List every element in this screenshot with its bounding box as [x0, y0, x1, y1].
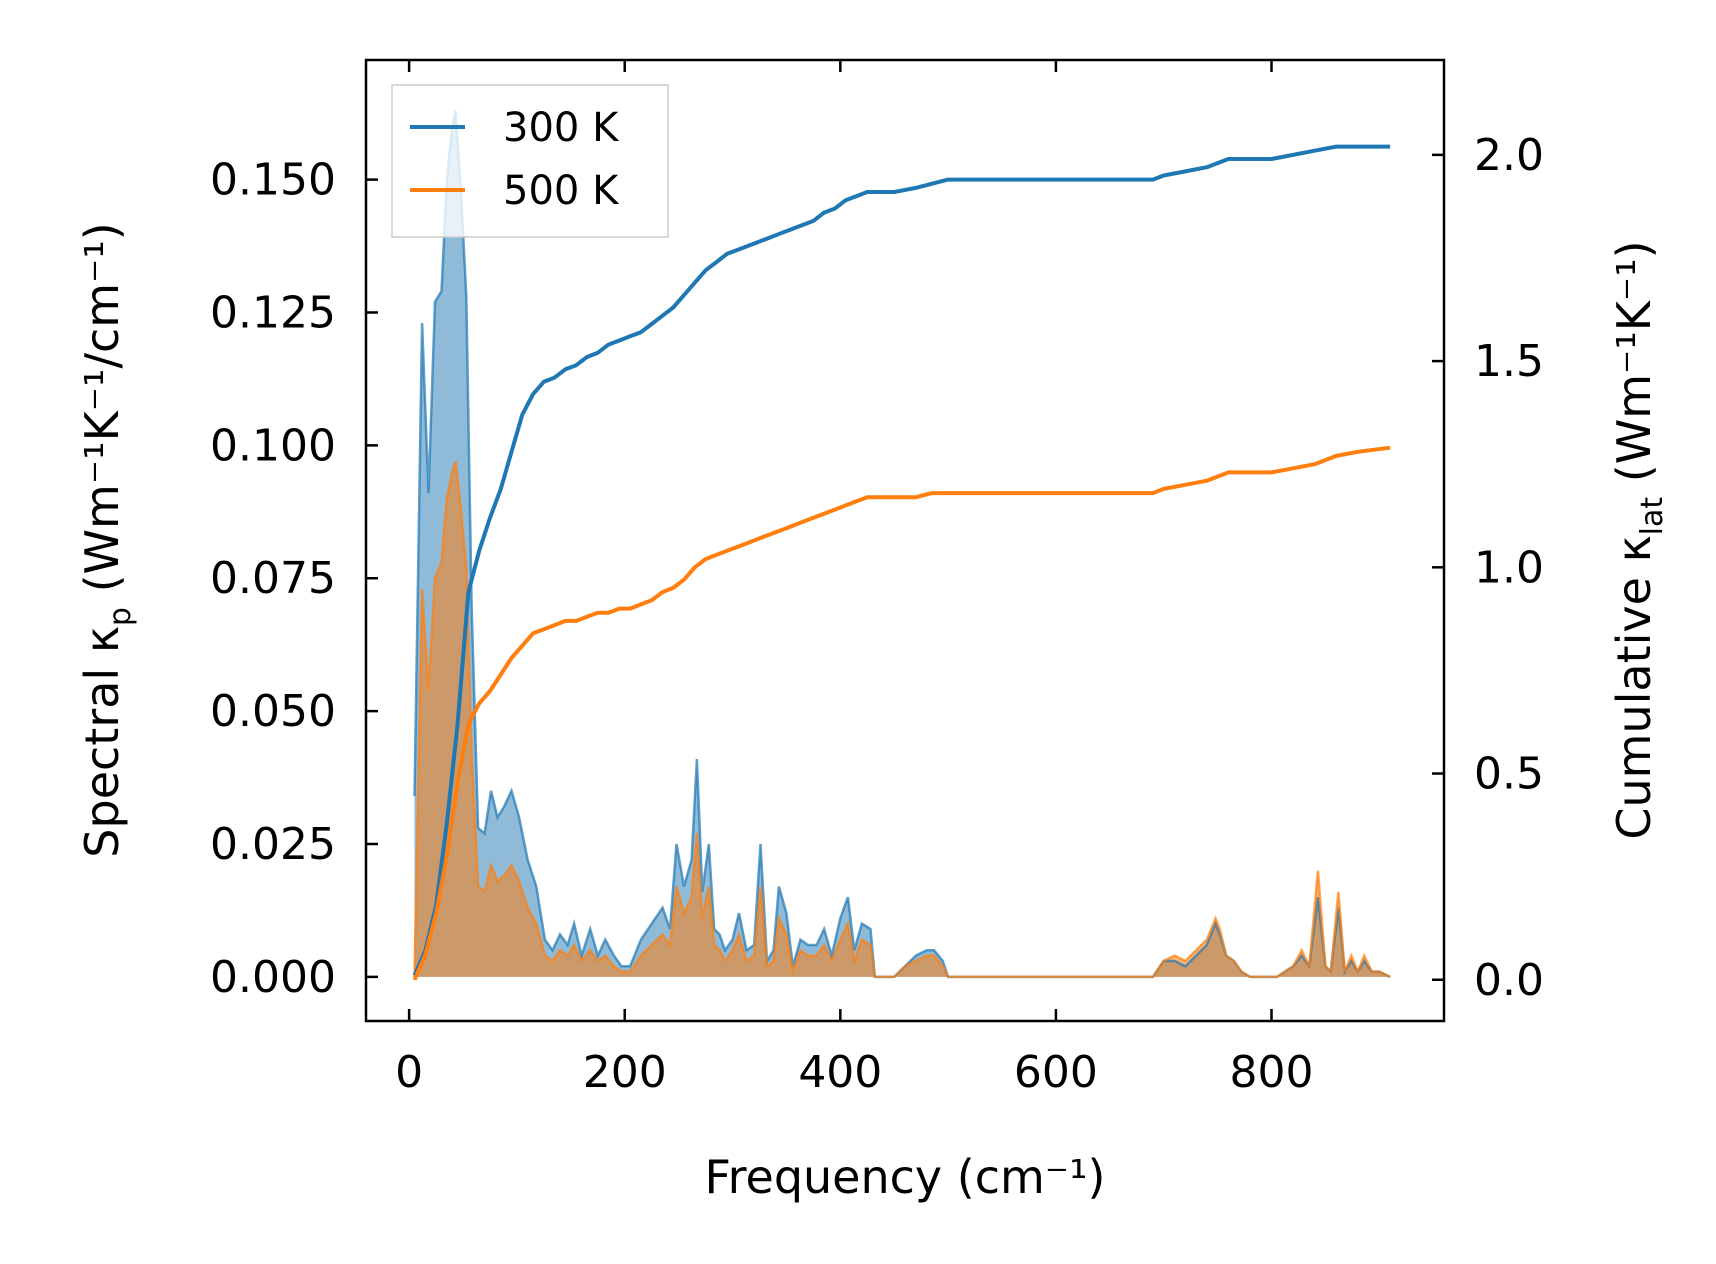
- x-tick-label: 0: [395, 1047, 423, 1098]
- y-right-tick-label: 1.5: [1474, 336, 1544, 387]
- y-right-tick-label: 0.0: [1474, 955, 1544, 1006]
- y-right-tick-label: 2.0: [1474, 130, 1544, 181]
- x-tick-label: 600: [1014, 1047, 1098, 1098]
- y-left-label-unit: (Wm⁻¹K⁻¹/cm⁻¹): [75, 222, 129, 607]
- y-left-tick-label: 0.025: [210, 819, 336, 870]
- y-left-tick-label: 0.050: [210, 686, 336, 737]
- cumulative-line-300k: [412, 144, 1391, 977]
- y-left-tick-label: 0.150: [210, 155, 336, 206]
- x-tick-label: 800: [1230, 1047, 1314, 1098]
- y-left-tick-label: 0.000: [210, 952, 336, 1003]
- spectral-line-500k: [413, 460, 1391, 979]
- y-left-label-prefix: Spectral κ: [75, 626, 129, 858]
- legend-box: [391, 84, 669, 238]
- y-right-label-sub: lat: [1635, 497, 1670, 536]
- spectral-fills: [414, 110, 1391, 977]
- spectral-line-300k: [413, 110, 1391, 979]
- cumulative-line-500k: [412, 445, 1391, 981]
- cumulative-lines: [412, 144, 1391, 981]
- y-axis-left-label: Spectral κp (Wm⁻¹K⁻¹/cm⁻¹): [75, 222, 138, 857]
- tick-labels: 0 200 400 600 800 0.000 0.025 0.050 0.075 0.100 0.…: [210, 130, 1544, 1098]
- y-right-tick-label: 1.0: [1474, 542, 1544, 593]
- tick-marks: [366, 60, 1444, 1021]
- y-left-tick-label: 0.100: [210, 420, 336, 471]
- y-right-label-prefix: Cumulative κ: [1607, 535, 1661, 839]
- x-tick-label: 400: [798, 1047, 882, 1098]
- x-axis-label: Frequency (cm⁻¹): [705, 1150, 1106, 1204]
- plot-frame: [364, 58, 1446, 1023]
- legend: 300 K 500 K: [391, 84, 669, 238]
- spectral-area-300k: [414, 110, 1391, 977]
- x-tick-label: 200: [583, 1047, 667, 1098]
- y-left-tick-label: 0.075: [210, 553, 336, 604]
- legend-label-500k: 500 K: [503, 168, 620, 214]
- spectral-lines: [413, 110, 1391, 979]
- y-left-tick-label: 0.125: [210, 287, 336, 338]
- legend-label-300k: 300 K: [503, 105, 620, 151]
- y-right-tick-label: 0.5: [1474, 749, 1544, 800]
- y-right-label-unit: (Wm⁻¹K⁻¹): [1607, 240, 1661, 496]
- spectral-area-500k: [414, 461, 1391, 977]
- y-axis-right-label: Cumulative κlat (Wm⁻¹K⁻¹): [1607, 240, 1670, 839]
- y-left-label-sub: p: [103, 607, 138, 626]
